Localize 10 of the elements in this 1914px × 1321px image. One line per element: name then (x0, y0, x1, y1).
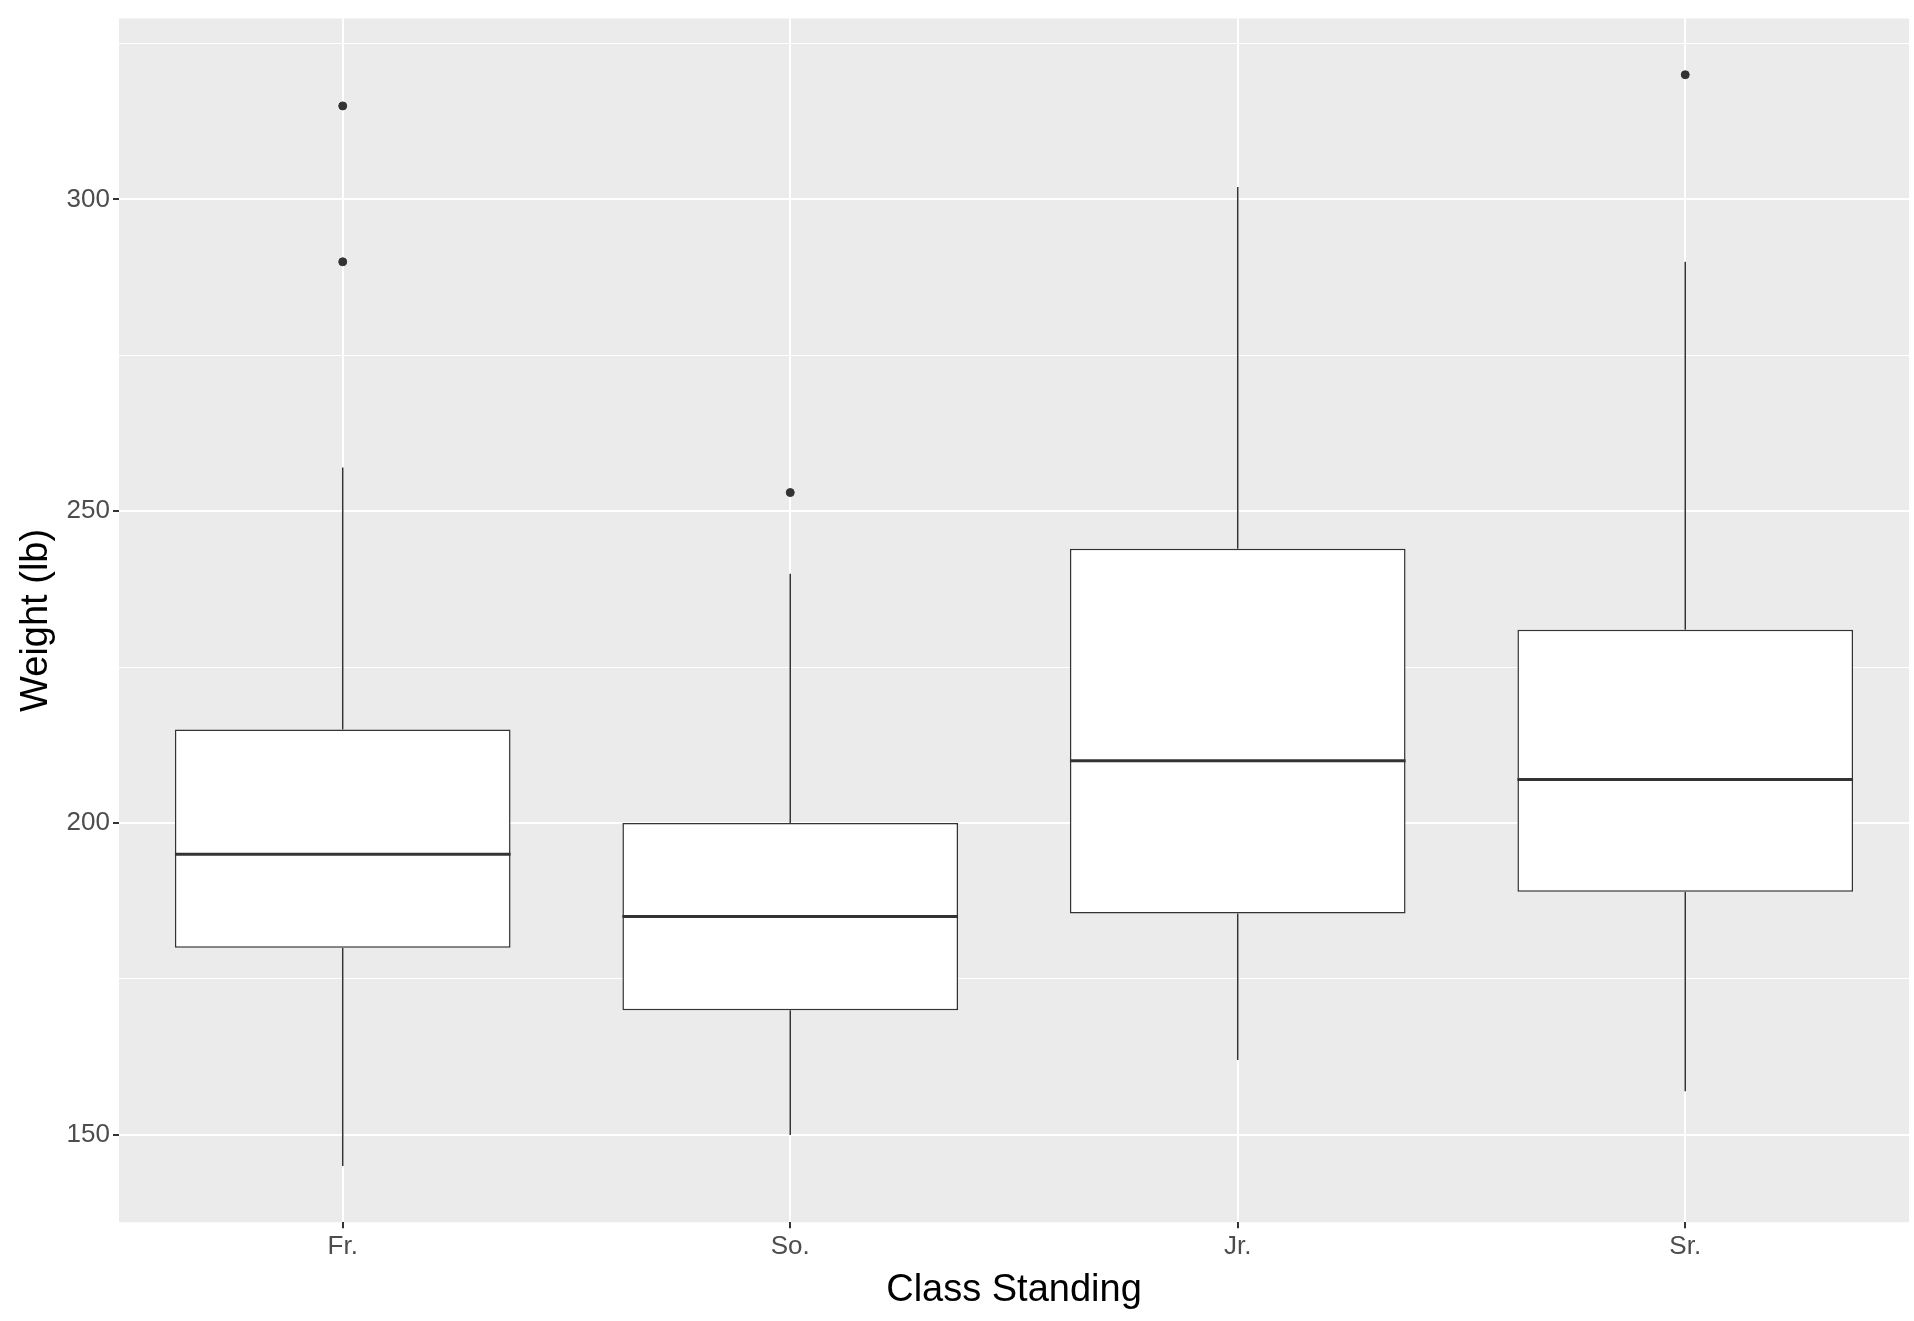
x-axis-title: Class Standing (886, 1266, 1142, 1309)
x-tick-label: Sr. (1669, 1229, 1702, 1260)
y-tick-label: 150 (66, 1118, 110, 1149)
y-tick-label: 200 (66, 806, 110, 837)
y-tick-label: 250 (66, 494, 110, 525)
y-tick-label: 300 (66, 182, 110, 213)
y-axis-title: Weight (lb) (13, 528, 56, 712)
x-tick-label: So. (770, 1229, 810, 1260)
x-tick-label: Fr. (327, 1229, 358, 1260)
x-tick-label: Jr. (1224, 1229, 1252, 1260)
